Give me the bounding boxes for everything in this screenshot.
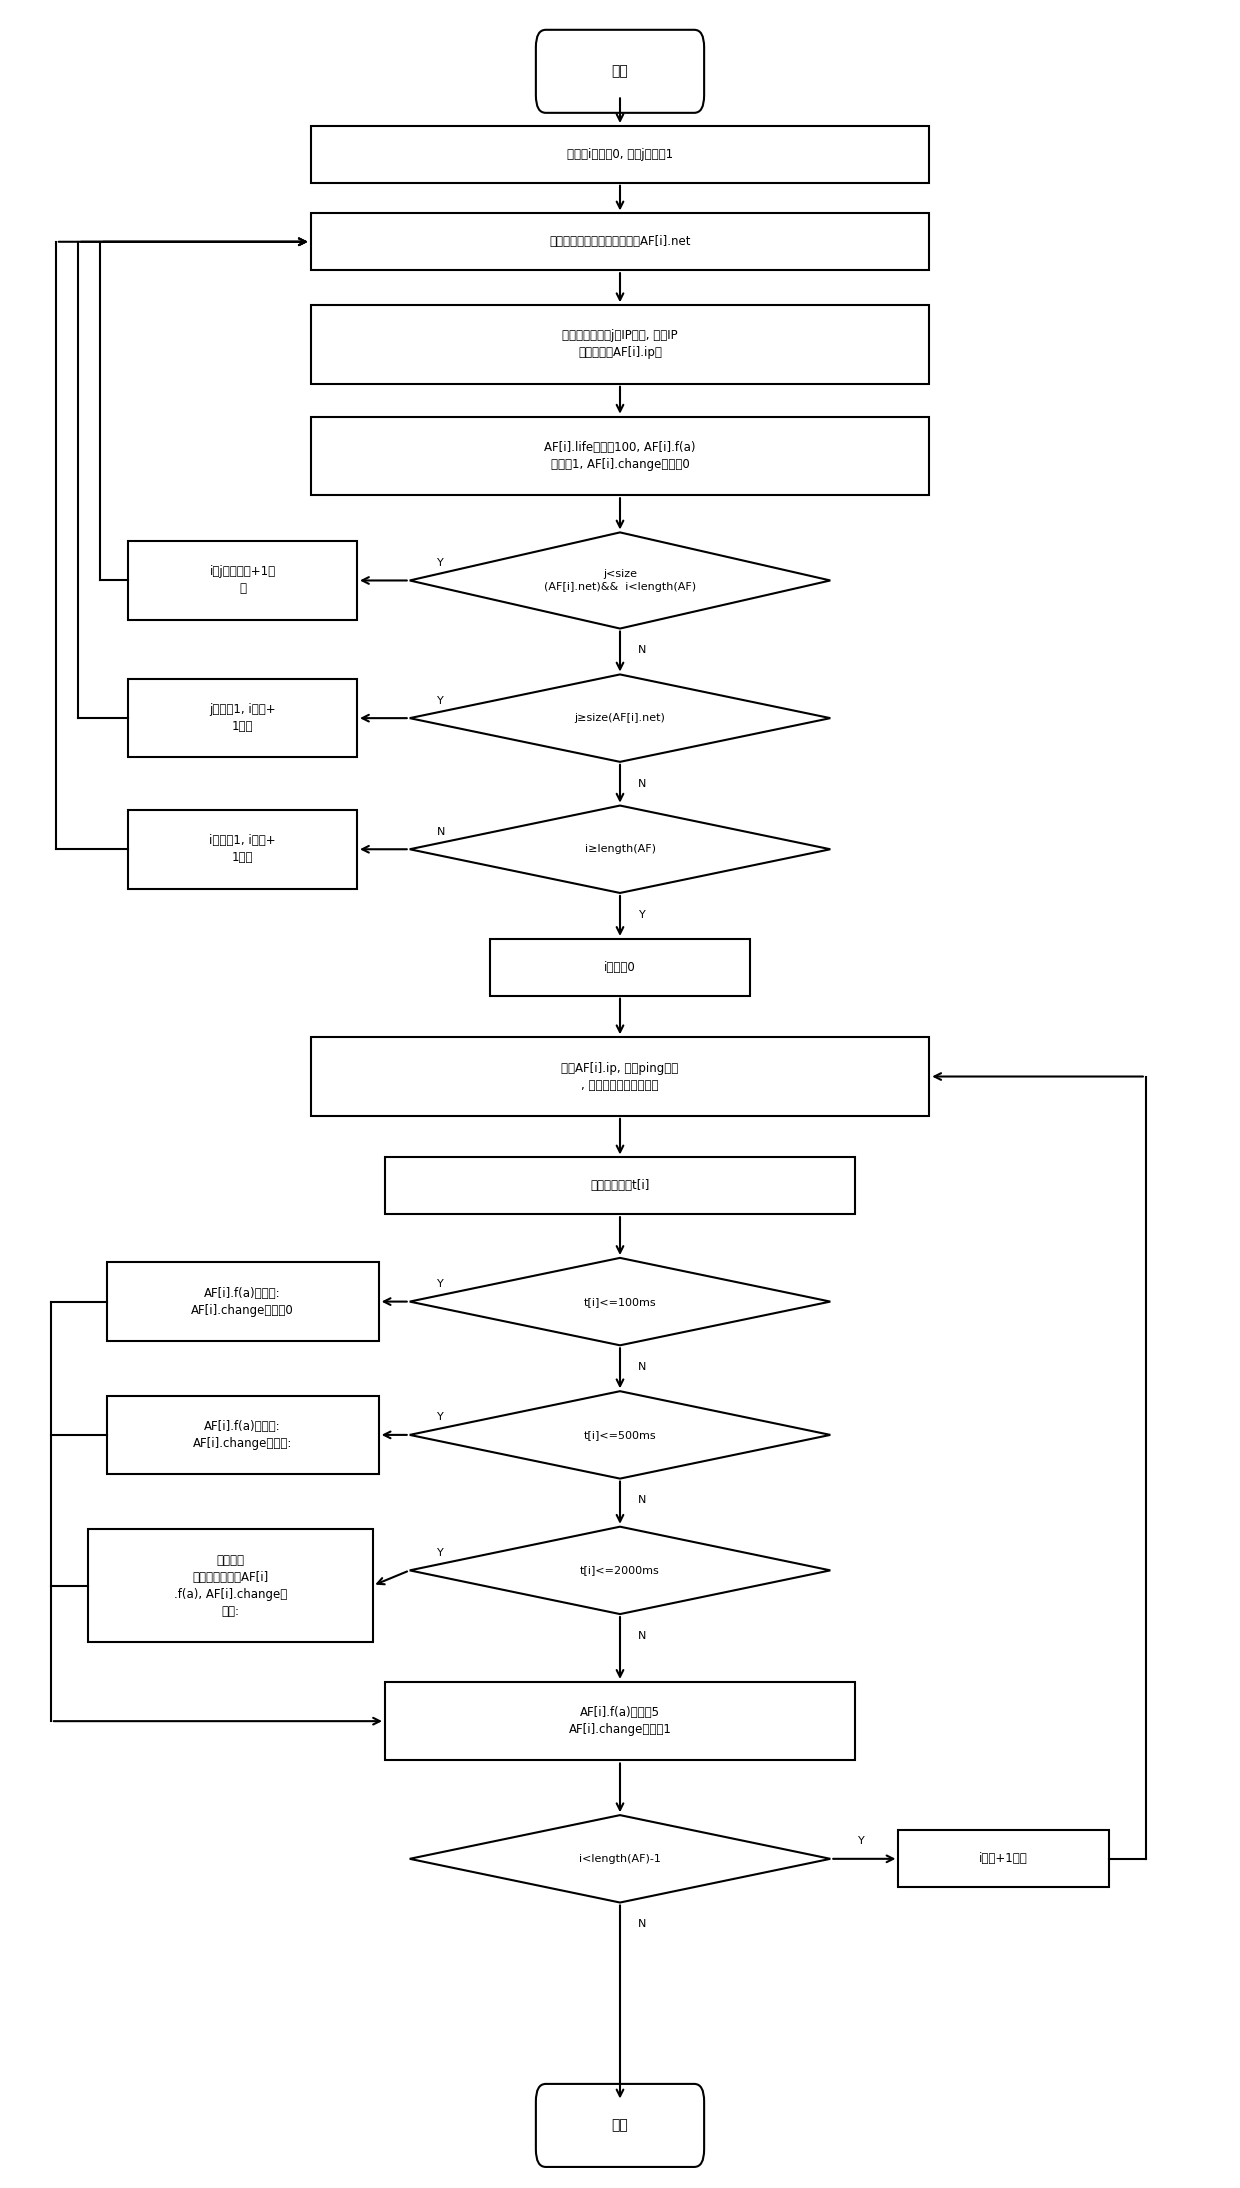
Text: Y: Y [438, 1280, 444, 1289]
Text: j赋值为1, i进行+
1操作: j赋值为1, i进行+ 1操作 [210, 702, 277, 733]
Text: 根据实际网络情况输入网络号AF[i].net: 根据实际网络情况输入网络号AF[i].net [549, 236, 691, 247]
Text: N: N [436, 827, 445, 836]
Polygon shape [409, 1816, 831, 1904]
Bar [898, 1831, 1109, 1888]
Bar [107, 1396, 378, 1475]
Polygon shape [409, 1258, 831, 1346]
Bar [384, 1683, 856, 1761]
Text: 结束: 结束 [611, 2118, 629, 2133]
Text: i赋值为0: i赋值为0 [604, 961, 636, 974]
Text: i和j分别进行+1操
作: i和j分别进行+1操 作 [210, 565, 275, 595]
Text: AF[i].f(a)赋值为:
AF[i].change赋值为:: AF[i].f(a)赋值为: AF[i].change赋值为: [193, 1420, 293, 1451]
Bar [490, 939, 750, 996]
Bar [311, 416, 929, 494]
Polygon shape [409, 674, 831, 761]
Text: 读取该子网的第j个IP地址, 将该IP
地址存储在AF[i].ip中: 读取该子网的第j个IP地址, 将该IP 地址存储在AF[i].ip中 [562, 330, 678, 359]
Polygon shape [409, 1527, 831, 1615]
Bar [311, 214, 929, 269]
Bar [128, 540, 357, 619]
Text: Y: Y [858, 1836, 864, 1847]
Bar [107, 1262, 378, 1341]
Text: AF[i].f(a)赋值为5
AF[i].change赋值为1: AF[i].f(a)赋值为5 AF[i].change赋值为1 [569, 1707, 671, 1735]
Text: t[i]<=2000ms: t[i]<=2000ms [580, 1564, 660, 1575]
Text: N: N [639, 1630, 646, 1641]
FancyBboxPatch shape [536, 2083, 704, 2166]
Bar [384, 1157, 856, 1214]
Text: Y: Y [438, 1547, 444, 1558]
Text: t[i]<=500ms: t[i]<=500ms [584, 1431, 656, 1440]
Text: 开始: 开始 [611, 63, 629, 79]
Text: 记录返回时间t[i]: 记录返回时间t[i] [590, 1179, 650, 1192]
Text: N: N [639, 1363, 646, 1372]
Polygon shape [409, 805, 831, 893]
Bar [128, 678, 357, 757]
Bar [128, 810, 357, 888]
Text: AF[i].f(a)赋值为:
AF[i].change赋值为0: AF[i].f(a)赋值为: AF[i].change赋值为0 [191, 1287, 294, 1317]
Text: N: N [639, 645, 646, 656]
Text: i执行+1操作: i执行+1操作 [980, 1853, 1028, 1866]
Text: i≥length(AF): i≥length(AF) [584, 845, 656, 853]
Text: j<size
(AF[i].net)&&  i<length(AF): j<size (AF[i].net)&& i<length(AF) [544, 569, 696, 591]
Text: t[i]<=100ms: t[i]<=100ms [584, 1297, 656, 1306]
Text: N: N [639, 779, 646, 788]
Text: 将变量i赋值为0, 变量j赋值为1: 将变量i赋值为0, 变量j赋值为1 [567, 149, 673, 162]
Text: Y: Y [438, 1413, 444, 1422]
Text: 根据公式
计算出自适应子AF[i]
.f(a), AF[i].change赋
值为:: 根据公式 计算出自适应子AF[i] .f(a), AF[i].change赋 值… [174, 1553, 286, 1617]
Text: 读取AF[i].ip, 使用ping命令
, 发测该地址的存活情况: 读取AF[i].ip, 使用ping命令 , 发测该地址的存活情况 [562, 1061, 678, 1092]
Text: Y: Y [438, 558, 444, 569]
Bar [88, 1529, 372, 1643]
Bar [311, 127, 929, 184]
Text: N: N [639, 1494, 646, 1505]
Polygon shape [409, 532, 831, 628]
Polygon shape [409, 1392, 831, 1479]
Text: AF[i].life设置为100, AF[i].f(a)
设置为1, AF[i].change设置为0: AF[i].life设置为100, AF[i].f(a) 设置为1, AF[i]… [544, 442, 696, 470]
Text: i<length(AF)-1: i<length(AF)-1 [579, 1853, 661, 1864]
FancyBboxPatch shape [536, 31, 704, 114]
Text: N: N [639, 1919, 646, 1930]
Text: j≥size(AF[i].net): j≥size(AF[i].net) [574, 713, 666, 724]
Bar [311, 304, 929, 383]
Text: Y: Y [639, 910, 646, 919]
Text: Y: Y [438, 696, 444, 707]
Bar [311, 1037, 929, 1116]
Text: i赋值为1, i进行+
1操作: i赋值为1, i进行+ 1操作 [210, 834, 277, 864]
